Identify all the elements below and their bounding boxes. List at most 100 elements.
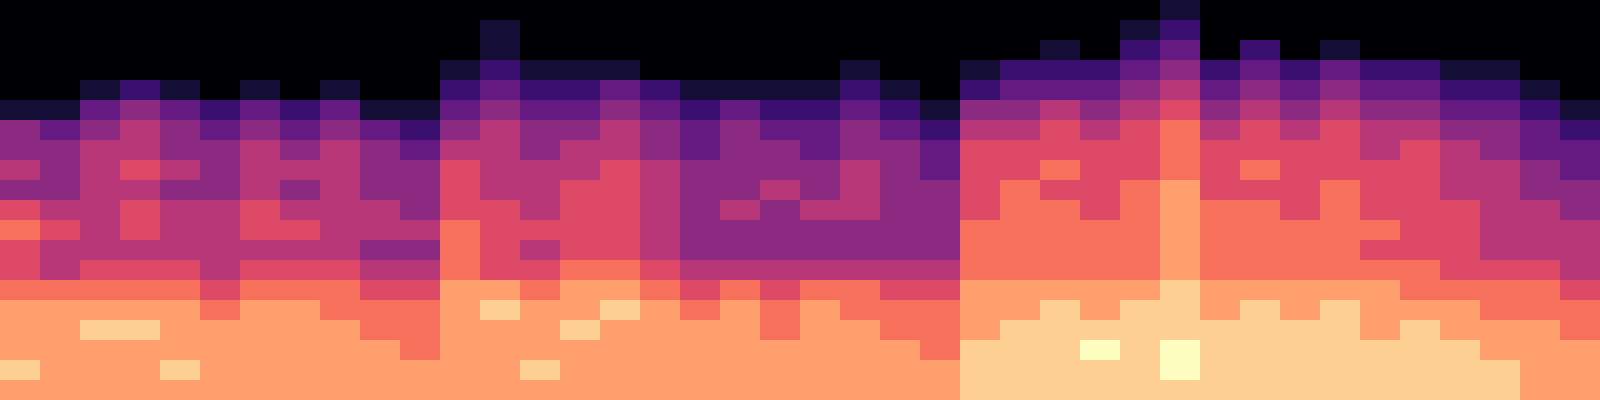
heatmap-cell <box>680 160 721 181</box>
heatmap-cell <box>1000 280 1041 301</box>
heatmap-cell <box>1200 360 1241 381</box>
heatmap-cell <box>1000 0 1041 21</box>
heatmap-cell <box>1160 40 1201 61</box>
heatmap-cell <box>1200 0 1241 21</box>
heatmap-cell <box>440 280 481 301</box>
heatmap-cell <box>800 60 841 81</box>
heatmap-cell <box>120 360 161 381</box>
heatmap-cell <box>1400 60 1441 81</box>
heatmap-cell <box>920 380 961 400</box>
heatmap-cell <box>760 100 801 121</box>
heatmap-cell <box>1200 80 1241 101</box>
heatmap-cell <box>840 80 881 101</box>
heatmap-cell <box>160 40 201 61</box>
heatmap-cell <box>80 160 121 181</box>
heatmap-cell <box>1480 220 1521 241</box>
heatmap-cell <box>1000 140 1041 161</box>
heatmap-cell <box>840 320 881 341</box>
heatmap-cell <box>1320 40 1361 61</box>
heatmap-cell <box>720 0 761 21</box>
heatmap-cell <box>400 120 441 141</box>
heatmap-cell <box>800 320 841 341</box>
heatmap-cell <box>160 280 201 301</box>
heatmap-cell <box>80 220 121 241</box>
heatmap-cell <box>160 100 201 121</box>
heatmap-cell <box>1280 200 1321 221</box>
heatmap-cell <box>1120 380 1161 400</box>
heatmap-cell <box>120 180 161 201</box>
heatmap-cell <box>1560 40 1600 61</box>
heatmap-cell <box>280 260 321 281</box>
heatmap-cell <box>1080 40 1121 61</box>
heatmap-cell <box>560 40 601 61</box>
heatmap-cell <box>880 60 921 81</box>
heatmap-cell <box>1080 60 1121 81</box>
heatmap-cell <box>680 300 721 321</box>
heatmap-cell <box>400 380 441 400</box>
heatmap-cell <box>560 300 601 321</box>
heatmap-cell <box>720 20 761 41</box>
heatmap-cell <box>1160 220 1201 241</box>
heatmap-cell <box>40 160 81 181</box>
heatmap-cell <box>0 20 41 41</box>
heatmap-cell <box>1360 300 1401 321</box>
heatmap-cell <box>240 60 281 81</box>
heatmap-cell <box>1560 200 1600 221</box>
heatmap-cell <box>1040 360 1081 381</box>
heatmap-cell <box>1480 340 1521 361</box>
heatmap-cell <box>360 360 401 381</box>
heatmap-cell <box>1560 0 1600 21</box>
heatmap-cell <box>520 160 561 181</box>
heatmap-cell <box>920 220 961 241</box>
heatmap-cell <box>680 40 721 61</box>
heatmap-cell <box>760 320 801 341</box>
heatmap-cell <box>1480 20 1521 41</box>
heatmap-cell <box>920 60 961 81</box>
heatmap-cell <box>1200 60 1241 81</box>
heatmap-cell <box>880 280 921 301</box>
heatmap-cell <box>800 100 841 121</box>
heatmap-cell <box>1120 0 1161 21</box>
heatmap-cell <box>160 60 201 81</box>
heatmap-cell <box>480 360 521 381</box>
heatmap-cell <box>1200 200 1241 221</box>
heatmap-cell <box>1560 280 1600 301</box>
heatmap-cell <box>1440 300 1481 321</box>
heatmap-cell <box>320 160 361 181</box>
heatmap-cell <box>640 360 681 381</box>
heatmap-cell <box>1440 100 1481 121</box>
heatmap-cell <box>280 20 321 41</box>
heatmap-cell <box>1080 220 1121 241</box>
heatmap-cell <box>1040 120 1081 141</box>
heatmap-cell <box>680 240 721 261</box>
heatmap-cell <box>520 100 561 121</box>
heatmap-cell <box>0 200 41 221</box>
heatmap-cell <box>80 180 121 201</box>
heatmap-cell <box>360 140 401 161</box>
heatmap-cell <box>600 120 641 141</box>
heatmap-cell <box>440 40 481 61</box>
heatmap-cell <box>960 120 1001 141</box>
heatmap-cell <box>560 380 601 400</box>
heatmap-cell <box>720 320 761 341</box>
heatmap-cell <box>760 260 801 281</box>
heatmap-cell <box>280 320 321 341</box>
heatmap-cell <box>0 40 41 61</box>
heatmap-cell <box>1400 120 1441 141</box>
heatmap-cell <box>880 380 921 400</box>
heatmap-cell <box>840 180 881 201</box>
heatmap-cell <box>640 100 681 121</box>
heatmap-cell <box>720 260 761 281</box>
heatmap-cell <box>1040 40 1081 61</box>
heatmap-cell <box>120 200 161 221</box>
heatmap-cells <box>0 0 1600 400</box>
heatmap-cell <box>1520 40 1561 61</box>
heatmap-cell <box>880 240 921 261</box>
heatmap-cell <box>240 20 281 41</box>
heatmap-cell <box>680 80 721 101</box>
heatmap-cell <box>160 80 201 101</box>
heatmap-cell <box>920 0 961 21</box>
heatmap-cell <box>1080 300 1121 321</box>
heatmap-cell <box>1280 220 1321 241</box>
heatmap-cell <box>600 100 641 121</box>
